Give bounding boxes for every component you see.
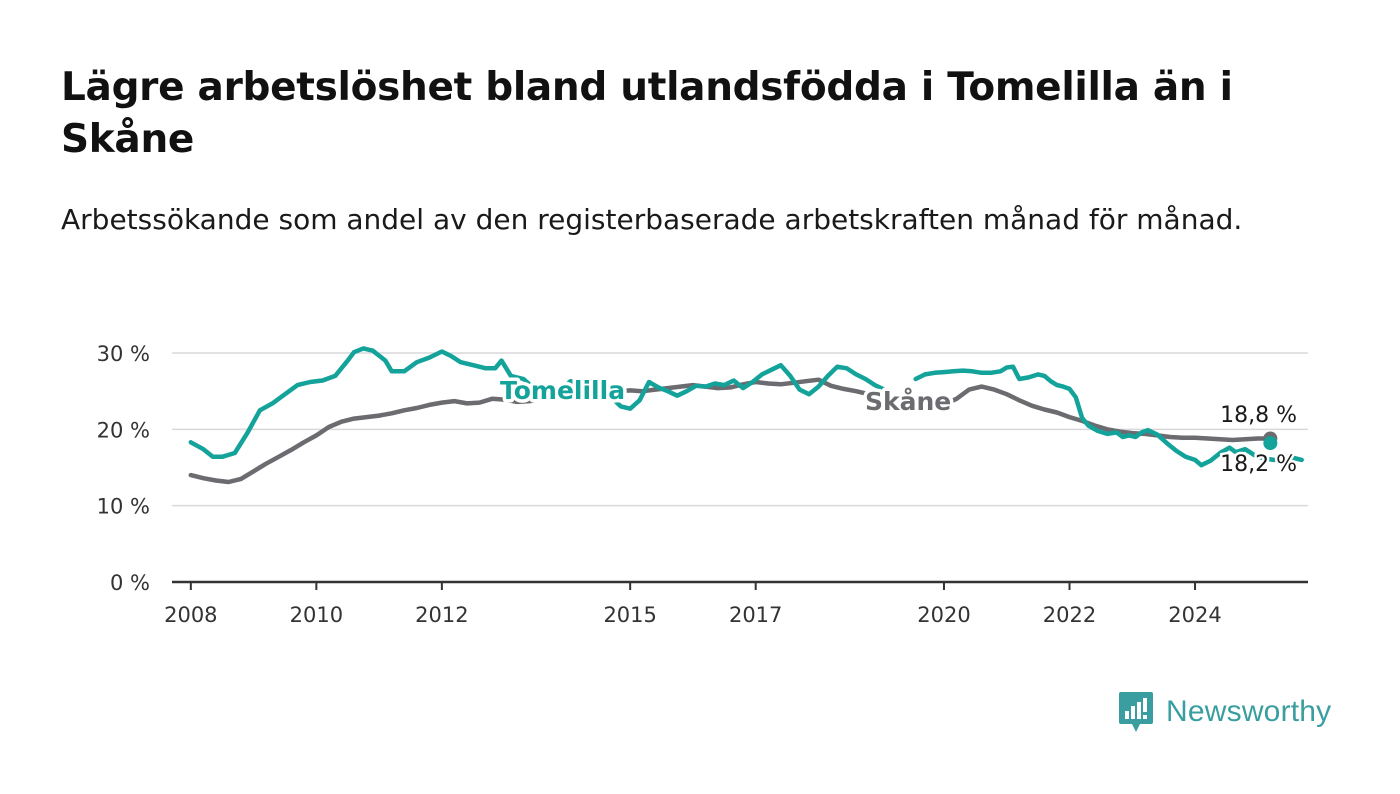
series-line-skne-0 bbox=[188, 377, 1273, 485]
series-labels: Tomelilla Skåne 18,8 % 18,2 % bbox=[497, 373, 1300, 480]
x-tick-label: 2020 bbox=[917, 603, 970, 627]
series-label-skane: Skåne bbox=[865, 387, 951, 416]
x-tick-label: 2024 bbox=[1168, 603, 1221, 627]
end-value-label-tomelilla: 18,2 % bbox=[1220, 452, 1297, 477]
y-tick-label: 20 % bbox=[97, 418, 150, 442]
newsworthy-logo[interactable]: Newsworthy bbox=[1118, 690, 1331, 734]
x-tick-label: 2008 bbox=[164, 603, 217, 627]
x-tick-label: 2010 bbox=[290, 603, 343, 627]
bar-chart-speech-bubble-icon bbox=[1119, 692, 1153, 732]
line-chart: 0 % 10 % 20 % 30 % 2008 2010 2012 2015 2017 2020… bbox=[97, 342, 1308, 627]
x-axis-ticks: 2008 2010 2012 2015 2017 2020 2022 2024 bbox=[164, 582, 1222, 627]
chart-subtitle: Arbetssökande som andel av den registerb… bbox=[61, 203, 1243, 236]
series-line-tomelilla-1 bbox=[188, 346, 887, 460]
series-end-marker-tomelilla bbox=[1263, 436, 1278, 451]
y-axis-ticks: 0 % 10 % 20 % 30 % bbox=[97, 342, 150, 595]
y-tick-label: 0 % bbox=[110, 571, 150, 595]
x-tick-label: 2012 bbox=[415, 603, 468, 627]
chart-title: Lägre arbetslöshet bland utlandsfödda i … bbox=[61, 65, 1233, 162]
series-label-tomelilla: Tomelilla bbox=[500, 376, 625, 405]
end-value-label-skane: 18,8 % bbox=[1220, 403, 1297, 428]
x-tick-label: 2022 bbox=[1043, 603, 1096, 627]
brand-name: Newsworthy bbox=[1166, 695, 1332, 728]
y-tick-label: 10 % bbox=[97, 495, 150, 519]
x-tick-label: 2015 bbox=[603, 603, 656, 627]
series-lines bbox=[188, 346, 1304, 485]
x-tick-label: 2017 bbox=[729, 603, 782, 627]
y-tick-label: 30 % bbox=[97, 342, 150, 366]
series-line-tomelilla-2 bbox=[913, 364, 1304, 468]
